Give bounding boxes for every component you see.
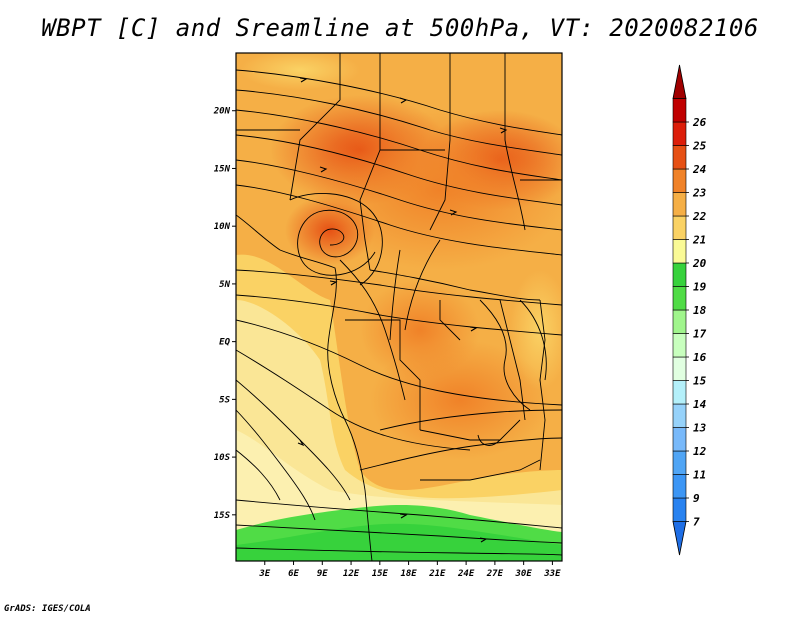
colorbar-swatch xyxy=(672,403,687,428)
colorbar-label: 19 xyxy=(693,281,707,294)
lon-label: 9E xyxy=(317,569,328,579)
colorbar-swatch xyxy=(672,474,687,499)
colorbar-label: 24 xyxy=(692,163,707,176)
colorbar-swatch xyxy=(672,356,687,381)
colorbar-label: 18 xyxy=(693,304,707,317)
colorbar-swatch xyxy=(672,192,687,217)
colorbar-label: 16 xyxy=(693,351,707,364)
colorbar-swatch xyxy=(672,309,687,334)
lon-label: 12E xyxy=(343,569,360,579)
colorbar-max-arrow xyxy=(672,64,687,99)
colorbar-swatch xyxy=(672,98,687,123)
colorbar-label: 12 xyxy=(693,445,707,458)
lat-label: 10S xyxy=(214,453,231,463)
colorbar: 7 9 11 12 13 14 15 16 17 18 19 20 21 22 23 24 25 26 xyxy=(672,64,707,556)
colorbar-swatch xyxy=(672,380,687,405)
latitude-axis: 20N 15N 10N 5N EQ 5S 10S 15S xyxy=(213,107,236,521)
wbpt-shading xyxy=(236,53,562,561)
colorbar-label: 13 xyxy=(693,422,707,435)
lon-label: 33E xyxy=(543,569,561,579)
lat-label: 10N xyxy=(214,222,231,232)
colorbar-min-arrow xyxy=(672,521,687,556)
colorbar-label: 9 xyxy=(693,492,700,505)
colorbar-label: 23 xyxy=(692,187,707,200)
colorbar-swatch xyxy=(672,262,687,287)
colorbar-swatch xyxy=(672,239,687,264)
colorbar-label: 26 xyxy=(692,116,707,129)
lon-label: 6E xyxy=(288,569,299,579)
colorbar-label: 11 xyxy=(693,469,706,482)
lat-label: 15S xyxy=(214,511,231,521)
colorbar-swatch xyxy=(672,215,687,240)
lon-label: 24E xyxy=(457,569,475,579)
lat-label: 15N xyxy=(214,164,231,174)
colorbar-label: 7 xyxy=(693,516,700,529)
map-frame xyxy=(235,52,563,562)
colorbar-swatch xyxy=(672,145,687,170)
colorbar-label: 22 xyxy=(692,210,707,223)
colorbar-label: 17 xyxy=(693,328,707,341)
lat-label: 5S xyxy=(219,395,230,405)
colorbar-label: 20 xyxy=(692,257,707,270)
map-title: WBPT [C] and Sreamline at 500hPa, VT: 20… xyxy=(41,14,759,42)
colorbar-swatch xyxy=(672,121,687,146)
colorbar-label: 15 xyxy=(693,375,707,388)
lon-label: 30E xyxy=(515,569,533,579)
lon-label: 15E xyxy=(372,569,389,579)
lon-label: 27E xyxy=(486,569,504,579)
longitude-axis: 3E 6E 9E 12E 15E 18E 21E 24E 27E 30E 33E xyxy=(258,561,561,579)
colorbar-swatch xyxy=(672,333,687,358)
colorbar-swatch xyxy=(672,427,687,452)
lat-label: 20N xyxy=(213,107,231,117)
colorbar-label: 21 xyxy=(692,234,706,247)
colorbar-swatch xyxy=(672,168,687,193)
colorbar-swatch xyxy=(672,286,687,311)
political-borders xyxy=(236,53,562,561)
lat-label: 5N xyxy=(219,280,230,290)
colorbar-swatch xyxy=(672,450,687,475)
colorbar-label: 14 xyxy=(693,398,707,411)
streamlines xyxy=(236,69,562,556)
lat-label: EQ xyxy=(219,338,230,348)
lon-label: 21E xyxy=(428,569,446,579)
colorbar-swatch xyxy=(672,497,687,522)
colorbar-label: 25 xyxy=(692,140,707,153)
lon-label: 18E xyxy=(400,569,417,579)
footer-credit: GrADS: IGES/COLA xyxy=(4,604,91,614)
lon-label: 3E xyxy=(258,569,270,579)
